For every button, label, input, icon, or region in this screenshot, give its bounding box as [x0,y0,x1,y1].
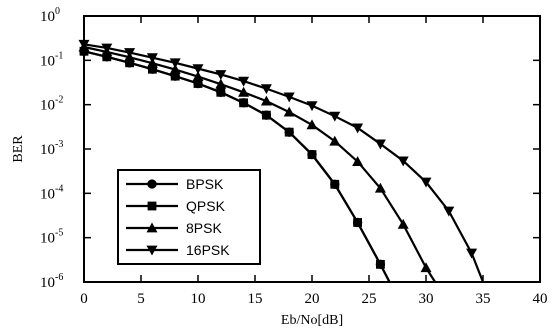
legend-label: BPSK [186,176,224,192]
data-point [102,52,112,62]
data-point [170,71,180,81]
data-point [420,177,432,188]
legend-label: 16PSK [186,242,230,258]
data-point [397,156,409,167]
data-point [330,179,340,189]
data-point [307,150,317,159]
data-point [306,101,318,112]
x-tick-label: 35 [476,291,491,307]
legend-marker [146,222,158,233]
data-point [283,106,295,117]
data-point [329,135,341,146]
plot-frame [83,15,541,283]
x-tick-label: 15 [248,291,263,307]
data-point [215,70,227,80]
data-point [169,64,181,74]
data-point [146,53,158,64]
data-point [169,58,181,69]
data-point [101,43,113,54]
y-tick-label: 10-5 [40,228,63,247]
data-point [125,58,134,68]
series-16psk [78,39,485,283]
series-layer [78,39,485,283]
x-tick-label: 25 [362,291,377,307]
ticks-layer: 0 5 10 15 20 25 30 35 40 100 10-1 10-2 10-3 10-4 10-5 1… [40,6,548,307]
data-point [238,86,250,97]
data-point [420,262,432,273]
y-tick-label: 10-3 [40,139,63,158]
data-point [284,127,294,137]
data-point [148,64,157,74]
legend-label: QPSK [186,198,226,214]
x-tick-label: 30 [419,291,434,307]
data-point [262,110,271,120]
data-point [466,248,478,259]
legend-marker [146,245,158,256]
y-axis-title: BER [11,135,26,163]
legend-marker [147,201,157,211]
y-tick-label: 100 [40,6,60,25]
data-point [260,84,272,95]
data-point [329,111,341,122]
y-tick-label: 10-6 [40,272,63,291]
legend-box [117,169,261,265]
data-point [353,218,362,227]
x-tick-label: 10 [191,291,206,307]
data-point [193,79,203,88]
data-point [238,76,250,87]
data-point [192,71,204,81]
data-point [306,119,318,130]
x-axis-title: Eb/No[dB] [281,313,343,328]
data-point [216,87,226,97]
x-tick-label: 5 [137,291,145,307]
legend-marker [147,179,157,189]
data-point [443,206,455,217]
data-point [397,218,409,229]
x-tick-label: 40 [533,291,548,307]
data-point [124,48,136,59]
y-tick-label: 10-1 [40,50,63,69]
data-point [192,64,204,75]
x-tick-label: 20 [305,291,320,307]
data-point [374,182,386,193]
data-point [283,92,295,103]
legend-label: 8PSK [186,220,222,236]
y-tick-label: 10-2 [40,95,63,114]
data-point [260,95,272,106]
data-point [374,139,386,150]
x-tick-label: 0 [80,291,88,307]
data-point [352,123,364,134]
data-point [215,78,227,89]
y-tick-label: 10-4 [40,183,63,202]
legend: BPSK QPSK 8PSK 16PSK [117,169,261,265]
data-point [352,156,364,166]
data-point [376,259,385,269]
data-point [239,98,248,108]
